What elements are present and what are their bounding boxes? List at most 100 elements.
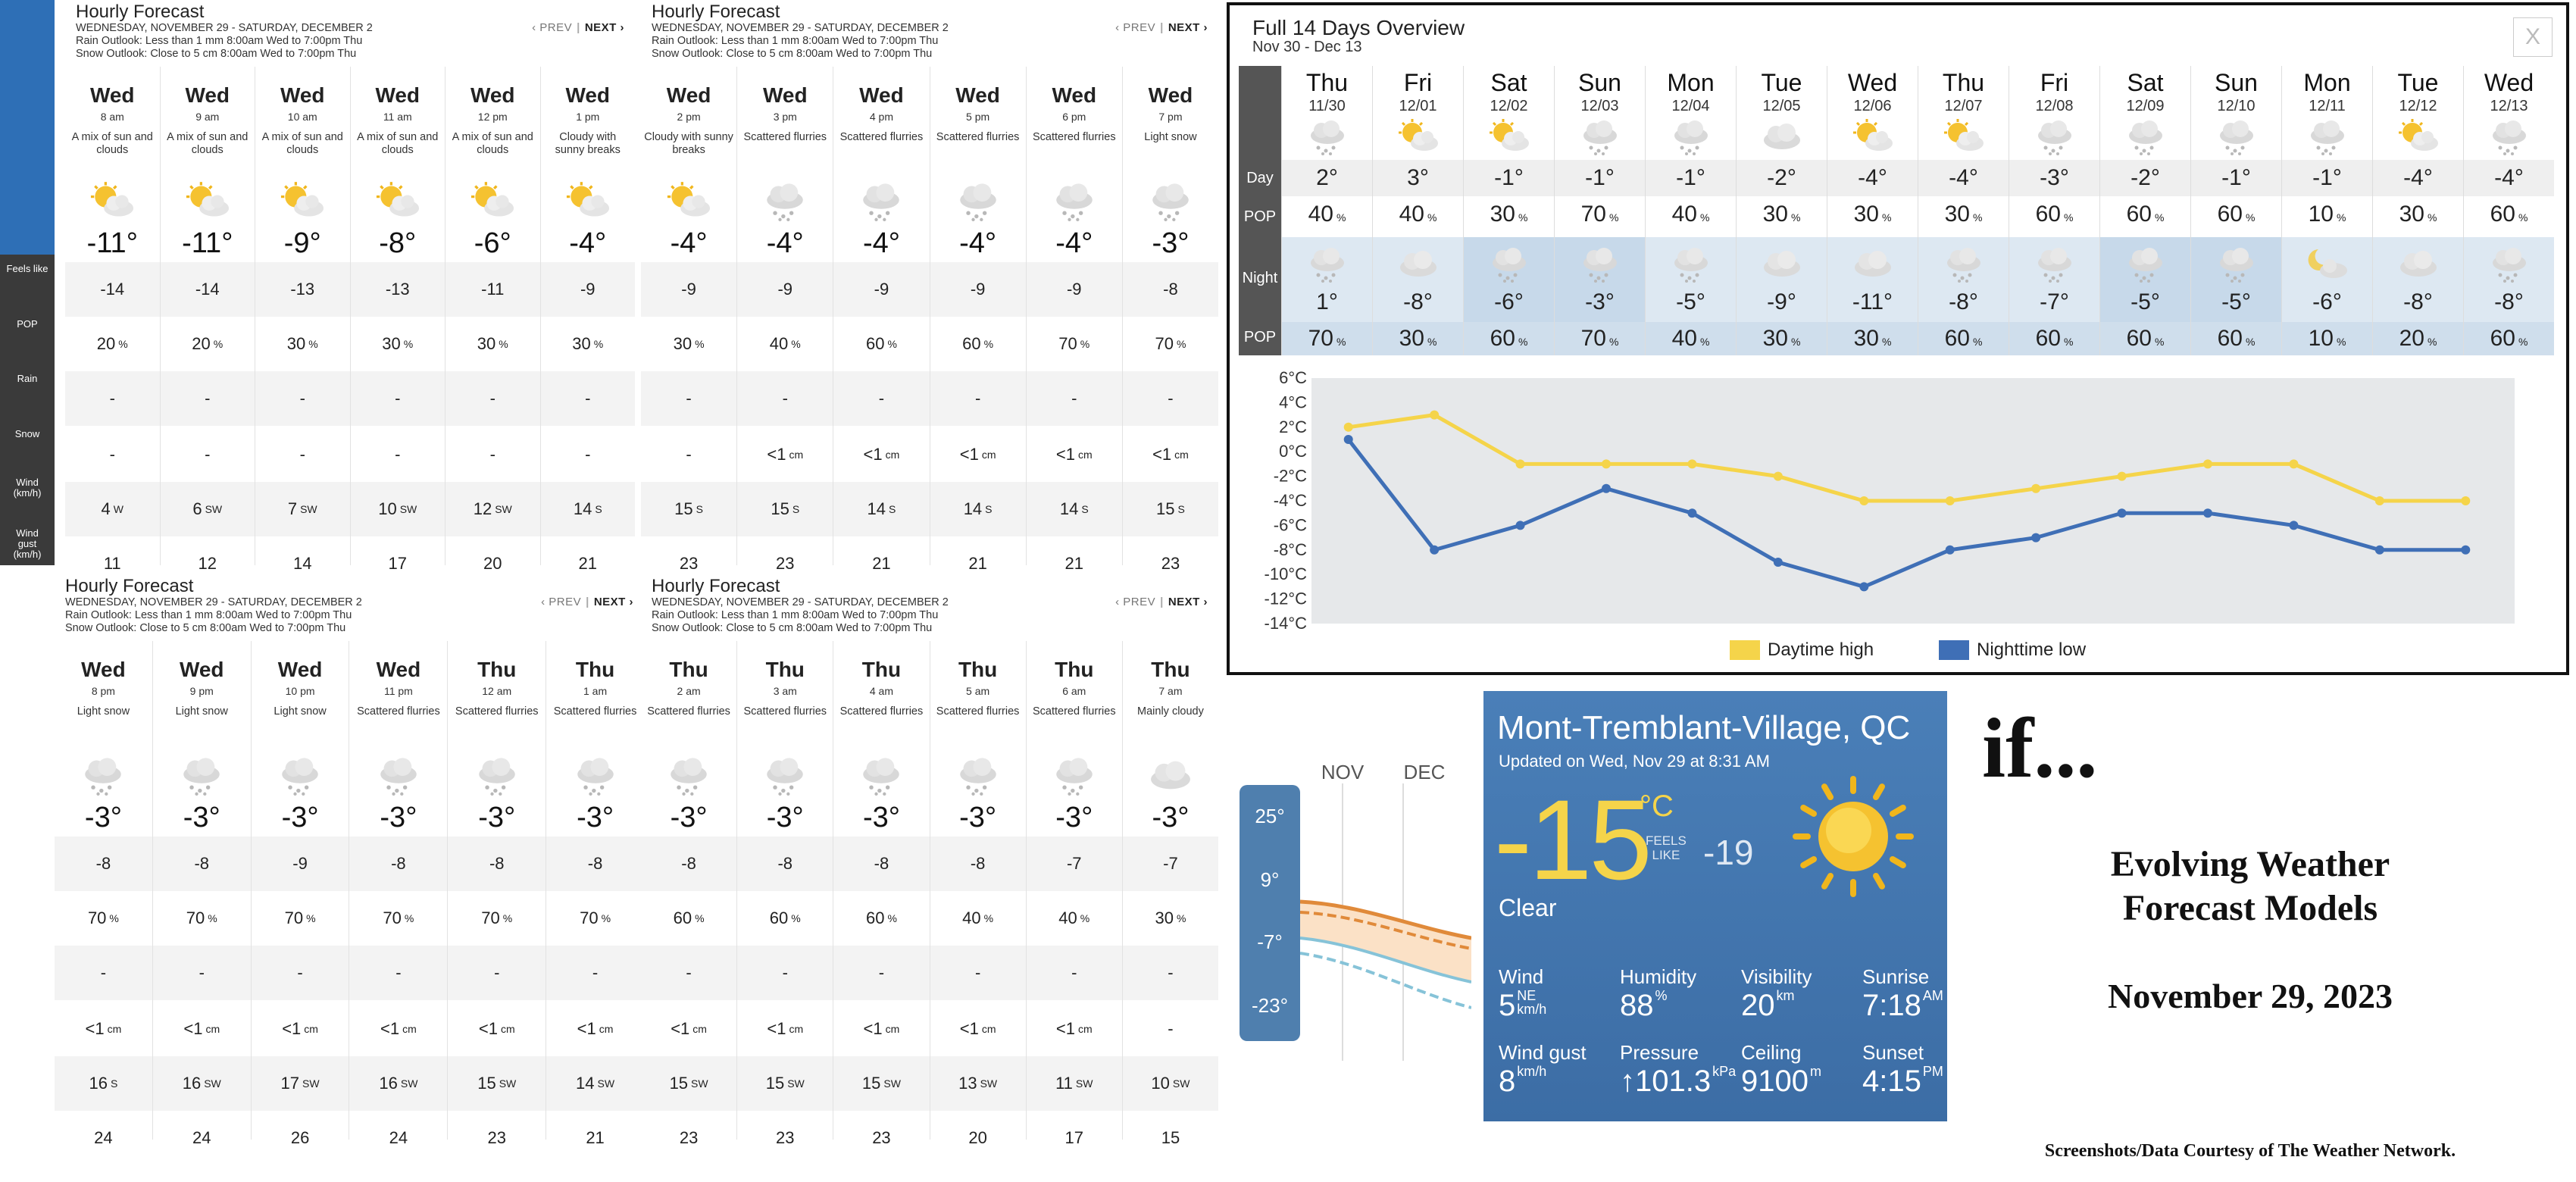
overview-night-temp: -8° — [2403, 289, 2433, 314]
snow-value: <1 cm — [546, 1002, 644, 1056]
next-button[interactable]: NEXT › — [1168, 596, 1208, 608]
night-pop-number: 60 — [1490, 326, 1515, 351]
next-button[interactable]: NEXT › — [1168, 21, 1208, 34]
panel-date-range: WEDNESDAY, NOVEMBER 29 - SATURDAY, DECEM… — [65, 596, 362, 608]
y-tick-label: -4°C — [1274, 491, 1307, 510]
next-button[interactable]: NEXT › — [593, 596, 633, 608]
high-trend-line — [1299, 899, 1471, 940]
wind-value-unit: SW — [980, 1077, 998, 1090]
data-point — [2203, 459, 2212, 469]
pop-value: 60% — [930, 317, 1026, 371]
overview-day-pop: 40% — [1373, 196, 1463, 233]
prev-button[interactable]: ‹ PREV — [1115, 596, 1156, 608]
day-pop-number: 40 — [1308, 202, 1333, 227]
snow-value: <1 cm — [1027, 1002, 1122, 1056]
overview-night-pop: 60% — [2464, 322, 2554, 355]
prev-button[interactable]: ‹ PREV — [1115, 21, 1156, 34]
prev-button[interactable]: ‹ PREV — [541, 596, 582, 608]
feels-like-value: -8 — [448, 836, 546, 891]
overview-night-pop: 60% — [1464, 322, 1554, 355]
rain-value-number: - — [782, 963, 788, 982]
wind-value-unit: SW — [883, 1077, 901, 1090]
data-point — [2031, 483, 2041, 493]
feels-like-value: -8 — [1122, 262, 1219, 317]
wind-value-number: 13 — [958, 1074, 977, 1093]
hour-time: 5 pm — [966, 111, 990, 123]
flurries-icon — [759, 755, 811, 796]
snow-value: <1 cm — [930, 427, 1026, 482]
pop-value-number: 70 — [1155, 334, 1174, 353]
wind-value: 14 S — [833, 482, 930, 536]
pop-value: 30% — [541, 317, 636, 371]
overview-day-temp: -3° — [2009, 160, 2099, 196]
hour-condition: Mainly cloudy — [1137, 705, 1204, 718]
feels-like-value-number: -8 — [587, 854, 603, 873]
pop-value-number: 40 — [769, 334, 789, 353]
hour-day: Wed — [470, 83, 515, 107]
legend-swatch — [1939, 640, 1969, 660]
wind-gust-value-number: 21 — [872, 554, 891, 573]
hourly-panel: Hourly Forecast WEDNESDAY, NOVEMBER 29 - … — [641, 0, 1219, 573]
rain-value: - — [255, 371, 350, 426]
wind-gust-value: 17 — [1027, 1111, 1122, 1165]
pop-value-unit: % — [695, 912, 705, 924]
hour-temperature: -3° — [959, 802, 997, 833]
pop-value-unit: % — [308, 338, 318, 350]
hour-day: Wed — [185, 83, 230, 107]
stat-unit-top: kPa — [1712, 1064, 1737, 1079]
pop-value: 70% — [1027, 317, 1122, 371]
snow-value-unit: cm — [1077, 1023, 1093, 1035]
feels-like-value-number: -8 — [874, 854, 889, 873]
rain-value: - — [546, 946, 644, 1000]
day-pop-number: 70 — [1580, 202, 1606, 227]
night-pop-unit: % — [1699, 336, 1710, 348]
scale-bar — [1240, 785, 1300, 1041]
wind-gust-value: 24 — [153, 1111, 251, 1165]
hour-column: Wed 1 pm Cloudy with sunny breaks -4° -9 30% -… — [539, 67, 636, 573]
wind-gust-value: 14 — [255, 536, 350, 591]
wind-value: 10 SW — [1122, 1056, 1219, 1111]
overview-dow: Mon — [2303, 69, 2351, 96]
cloud-icon — [2396, 245, 2441, 283]
hour-time: 9 am — [195, 111, 220, 123]
pop-value: 20% — [161, 317, 255, 371]
data-point — [2461, 496, 2471, 505]
hour-temperature: -4° — [569, 227, 607, 259]
overview-range: Nov 30 - Dec 13 — [1252, 39, 1362, 55]
prev-button[interactable]: ‹ PREV — [532, 21, 573, 34]
hour-column: Wed 3 pm Scattered flurries -4° -9 40% - <1 cm 15… — [736, 67, 833, 573]
flurries-icon — [1305, 117, 1350, 155]
hour-temperature: -3° — [84, 802, 122, 833]
stat-value-row: ↑101.3 kPa — [1620, 1065, 1736, 1099]
wind-gust-value: 20 — [445, 536, 540, 591]
rain-value: - — [448, 946, 546, 1000]
overview-night-pop-label: POP — [1239, 319, 1281, 355]
snow-value: - — [641, 427, 736, 482]
feels-like-value-number: -9 — [777, 280, 793, 299]
feels-like-value: -8 — [930, 836, 1026, 891]
overview-dow: Sat — [2127, 69, 2164, 96]
wind-gust-value: 11 — [65, 536, 160, 591]
stat-unit: % — [1655, 989, 1668, 1002]
flurries-icon — [1941, 245, 1987, 283]
feels-like-value-number: -13 — [385, 280, 410, 299]
panel-header: Hourly Forecast WEDNESDAY, NOVEMBER 29 - … — [641, 574, 1218, 641]
pop-value: 70% — [1123, 317, 1218, 371]
day-pop-number: 30 — [2399, 202, 2424, 227]
rain-value-number: - — [1168, 389, 1174, 408]
hour-condition: A mix of sun and clouds — [167, 131, 249, 156]
pop-value-number: 20 — [96, 334, 116, 353]
close-button[interactable]: X — [2513, 17, 2553, 57]
flurries-icon — [1577, 245, 1623, 283]
hour-temperature: -3° — [670, 802, 708, 833]
flurries-icon — [855, 180, 907, 221]
next-button[interactable]: NEXT › — [584, 21, 624, 34]
overview-date: 12/02 — [1490, 98, 1528, 114]
wind-gust-value-number: 24 — [389, 1128, 408, 1147]
pop-value: 60% — [833, 317, 929, 371]
overview-day-temp: -4° — [1918, 160, 2009, 196]
data-point — [1945, 545, 1955, 555]
hour-column: Thu 5 am Scattered flurries -3° -8 40% - <1 cm 13… — [929, 641, 1026, 1147]
hour-day: Wed — [89, 83, 135, 107]
wind-gust-value-number: 21 — [1064, 554, 1084, 573]
